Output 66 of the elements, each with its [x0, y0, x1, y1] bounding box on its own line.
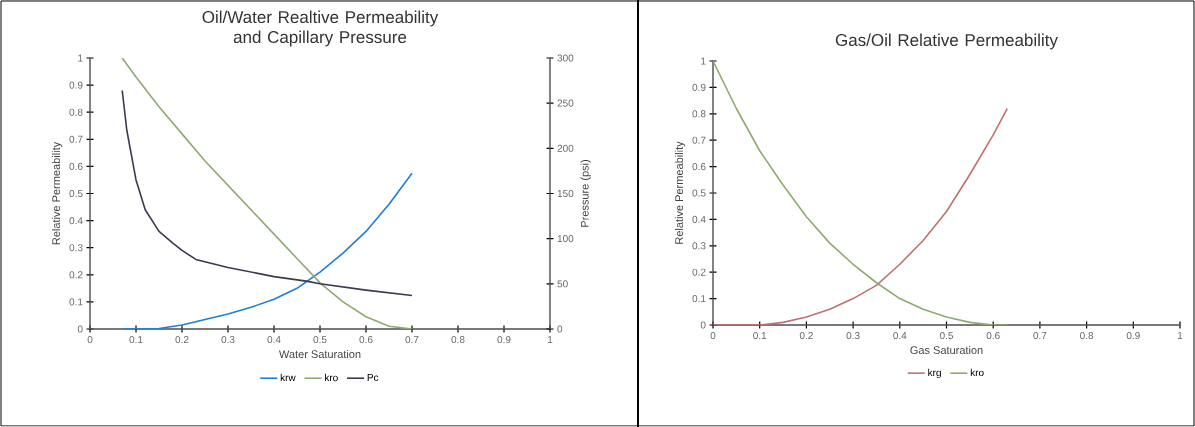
- x-tick-label: 0.2: [799, 332, 813, 340]
- y-tick-label: 0.9: [692, 83, 706, 91]
- y-tick-label: 0.3: [69, 244, 83, 252]
- x-tick-label: 0.3: [221, 336, 235, 344]
- legend-label: krg: [928, 368, 941, 379]
- x-tick-label: 1: [1177, 332, 1183, 339]
- x-tick-label: 0.4: [267, 336, 281, 344]
- y-tick-label: 0.6: [692, 163, 706, 171]
- x-tick-label: 0.7: [405, 336, 419, 344]
- y2-tick-label: 100: [557, 235, 574, 243]
- x-tick-label: 0.2: [175, 336, 189, 344]
- x-tick-label: 1: [547, 336, 553, 343]
- y-tick-label: 0.4: [69, 217, 83, 225]
- y-tick-label: 0: [77, 325, 83, 333]
- y2-tick-label: 200: [557, 144, 574, 152]
- legend-label: kro: [325, 373, 338, 382]
- y2-tick-label: 0: [557, 325, 563, 333]
- x-tick-label: 0.9: [1126, 332, 1140, 340]
- y-tick-label: 0.5: [692, 189, 706, 197]
- y2-tick-label: 300: [557, 54, 574, 62]
- y-axis-title: Relative Permeability: [51, 141, 63, 245]
- x-tick-label: 0.1: [753, 332, 767, 340]
- y2-tick-label: 50: [557, 280, 568, 288]
- y-tick-label: 0.4: [692, 215, 706, 223]
- y-axis-title: Relative Permeability: [674, 141, 686, 244]
- x-tick-label: 0.5: [939, 332, 954, 340]
- y-tick-label: 0.2: [692, 268, 706, 276]
- y2-tick-label: 250: [557, 99, 574, 107]
- x-axis-title: Gas Saturation: [910, 345, 983, 355]
- chart-title: Gas/Oil Relative Permeability: [835, 33, 1058, 50]
- y-tick-label: 0.8: [69, 108, 83, 116]
- y-tick-label: 0.7: [69, 135, 83, 143]
- x-tick-label: 0: [710, 332, 716, 340]
- x-axis-title: Water Saturation: [278, 349, 361, 359]
- x-tick-label: 0.4: [893, 332, 907, 340]
- x-tick-label: 0: [87, 336, 93, 344]
- line-series: [121, 57, 413, 329]
- line-series: [713, 107, 1009, 325]
- chart-title: Oil/Water Realtive Permeability and Capillary Pressure: [202, 10, 439, 47]
- y-tick-label: 0.2: [69, 271, 83, 279]
- legend-label: Pc: [367, 374, 379, 381]
- y-tick-label: 0.7: [692, 136, 706, 144]
- x-tick-label: 0.9: [497, 336, 511, 344]
- legend-label: krw: [280, 373, 296, 382]
- x-tick-label: 0.8: [451, 336, 465, 344]
- y-tick-label: 0.9: [69, 81, 83, 89]
- y-tick-label: 0.3: [692, 242, 706, 250]
- y-tick-label: 1: [78, 54, 83, 62]
- x-tick-label: 0.3: [846, 332, 860, 340]
- x-tick-label: 0.6: [359, 336, 373, 344]
- y2-axis-title: Pressure (psi): [580, 159, 591, 227]
- x-tick-label: 0.6: [986, 332, 1000, 340]
- y-tick-label: 0.6: [69, 162, 83, 170]
- y2-tick-label: 150: [557, 189, 574, 198]
- y-tick-label: 0.5: [69, 189, 83, 198]
- line-series: [121, 89, 413, 297]
- y-tick-label: 0: [700, 321, 706, 329]
- y-tick-label: 0.1: [692, 295, 706, 303]
- legend-label: kro: [970, 368, 984, 377]
- x-tick-label: 0.8: [1080, 332, 1094, 340]
- x-tick-label: 0.5: [313, 336, 327, 344]
- y-tick-label: 1: [701, 57, 706, 65]
- x-tick-label: 0.1: [129, 336, 143, 344]
- y-tick-label: 0.8: [692, 110, 706, 118]
- x-tick-label: 0.7: [1033, 332, 1047, 340]
- y-tick-label: 0.1: [69, 298, 83, 306]
